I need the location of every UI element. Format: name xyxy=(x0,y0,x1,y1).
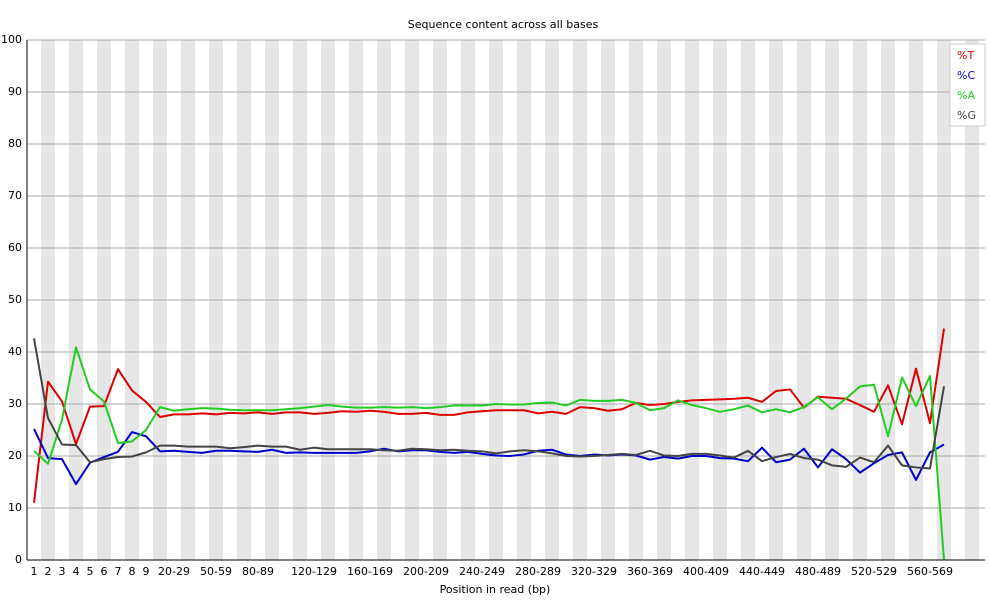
x-tick-label: 7 xyxy=(115,565,122,578)
x-tick-label: 400-409 xyxy=(683,565,729,578)
x-tick-label: 3 xyxy=(59,565,66,578)
x-tick-label: 200-209 xyxy=(403,565,449,578)
x-tick-label: 120-129 xyxy=(291,565,337,578)
x-tick-label: 280-289 xyxy=(515,565,561,578)
series-line xyxy=(33,328,945,503)
y-tick-label: 40 xyxy=(8,345,22,358)
stripes xyxy=(41,40,979,560)
x-tick-label: 240-249 xyxy=(459,565,505,578)
y-tick-label: 10 xyxy=(8,501,22,514)
series-line xyxy=(33,428,945,486)
x-tick-label: 480-489 xyxy=(795,565,841,578)
x-axis-title: Position in read (bp) xyxy=(440,583,551,596)
x-tick-label: 5 xyxy=(87,565,94,578)
x-tick-label: 20-29 xyxy=(158,565,190,578)
legend-label: %G xyxy=(957,109,976,122)
series-line xyxy=(33,338,945,470)
legend-box xyxy=(949,43,986,127)
x-tick-label: 360-369 xyxy=(627,565,673,578)
y-tick-label: 20 xyxy=(8,449,22,462)
lines xyxy=(33,328,945,561)
legend-label: %T xyxy=(957,49,974,62)
x-tick-label: 1 xyxy=(31,565,38,578)
x-tick-label: 8 xyxy=(129,565,136,578)
x-tick-label: 6 xyxy=(101,565,108,578)
labels: 0 10 20 30 40 50 60 70 80 90 100 1 2 3 4 5 6 7 8 9 20-29 50-5… xyxy=(1,33,976,578)
legend-label: %C xyxy=(957,69,975,82)
x-tick-label: 320-329 xyxy=(571,565,617,578)
x-tick-label: 50-59 xyxy=(200,565,232,578)
y-tick-label: 60 xyxy=(8,241,22,254)
y-tick-label: 100 xyxy=(1,33,22,46)
x-tick-label: 80-89 xyxy=(242,565,274,578)
series-line xyxy=(33,346,945,561)
x-tick-label: 560-569 xyxy=(907,565,953,578)
y-tick-label: 30 xyxy=(8,397,22,410)
y-tick-label: 70 xyxy=(8,189,22,202)
x-tick-label: 2 xyxy=(45,565,52,578)
y-tick-label: 0 xyxy=(15,553,22,566)
chart-title: Sequence content across all bases xyxy=(408,18,599,31)
x-tick-label: 9 xyxy=(143,565,150,578)
y-tick-label: 90 xyxy=(8,85,22,98)
x-tick-label: 4 xyxy=(73,565,80,578)
x-tick-label: 520-529 xyxy=(851,565,897,578)
x-tick-label: 440-449 xyxy=(739,565,785,578)
x-tick-label: 160-169 xyxy=(347,565,393,578)
y-tick-label: 80 xyxy=(8,137,22,150)
y-tick-label: 50 xyxy=(8,293,22,306)
legend-label: %A xyxy=(957,89,975,102)
